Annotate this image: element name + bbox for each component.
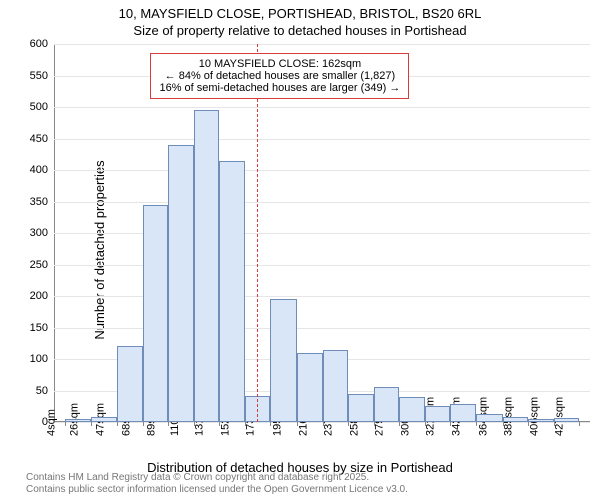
- annotation-box: 10 MAYSFIELD CLOSE: 162sqm← 84% of detac…: [150, 53, 409, 99]
- histogram-bar: [117, 346, 143, 422]
- histogram-bar: [374, 387, 400, 422]
- y-tick-label: 500: [30, 101, 54, 113]
- gridline-h: [54, 139, 590, 140]
- footer-attribution: Contains HM Land Registry data © Crown c…: [26, 472, 408, 495]
- histogram-bar: [503, 417, 529, 422]
- y-tick-label: 450: [30, 133, 54, 145]
- y-tick-label: 550: [30, 70, 54, 82]
- histogram-bar: [399, 397, 425, 422]
- reference-line: [257, 44, 258, 422]
- x-tick-mark: [579, 422, 580, 426]
- y-tick-label: 300: [30, 227, 54, 239]
- x-tick-label: 406sqm: [528, 397, 540, 436]
- gridline-h: [54, 107, 590, 108]
- y-tick-label: 250: [30, 259, 54, 271]
- histogram-bar: [297, 353, 323, 422]
- gridline-h: [54, 328, 590, 329]
- y-tick-label: 100: [30, 353, 54, 365]
- histogram-bar: [554, 418, 580, 422]
- histogram-bar: [143, 205, 169, 422]
- histogram-bar: [270, 299, 297, 422]
- y-tick-label: 600: [30, 38, 54, 50]
- histogram-bar: [425, 406, 451, 422]
- histogram-bar: [194, 110, 220, 422]
- histogram-bar: [476, 414, 503, 422]
- footer-line1: Contains HM Land Registry data © Crown c…: [26, 472, 408, 484]
- histogram-bar: [219, 161, 245, 422]
- title-address: 10, MAYSFIELD CLOSE, PORTISHEAD, BRISTOL…: [0, 0, 600, 21]
- y-tick-label: 350: [30, 196, 54, 208]
- footer-line2: Contains public sector information licen…: [26, 484, 408, 496]
- gridline-h: [54, 296, 590, 297]
- x-tick-mark: [143, 422, 144, 426]
- histogram-bar: [528, 419, 554, 422]
- annotation-line: 10 MAYSFIELD CLOSE: 162sqm: [159, 58, 400, 70]
- gridline-h: [54, 265, 590, 266]
- x-tick-label: 4sqm: [45, 409, 57, 436]
- x-tick-mark: [117, 422, 118, 426]
- histogram-bar: [348, 394, 374, 422]
- annotation-line: ← 84% of detached houses are smaller (1,…: [159, 70, 400, 82]
- title-subtitle: Size of property relative to detached ho…: [0, 21, 600, 38]
- y-tick-label: 50: [36, 385, 54, 397]
- gridline-h: [54, 170, 590, 171]
- plot-area: 0501001502002503003504004505005506004sqm…: [54, 44, 590, 422]
- annotation-line: 16% of semi-detached houses are larger (…: [159, 82, 400, 94]
- gridline-h: [54, 233, 590, 234]
- x-tick-label: 427sqm: [554, 397, 566, 436]
- histogram-bar: [168, 145, 194, 422]
- y-tick-label: 150: [30, 322, 54, 334]
- x-tick-mark: [91, 422, 92, 426]
- y-tick-label: 200: [30, 290, 54, 302]
- gridline-h: [54, 44, 590, 45]
- x-tick-mark: [65, 422, 66, 426]
- gridline-h: [54, 202, 590, 203]
- histogram-bar: [65, 419, 92, 422]
- histogram-bar: [450, 404, 476, 422]
- y-tick-label: 400: [30, 164, 54, 176]
- histogram-bar: [91, 417, 117, 422]
- histogram-bar: [323, 350, 349, 422]
